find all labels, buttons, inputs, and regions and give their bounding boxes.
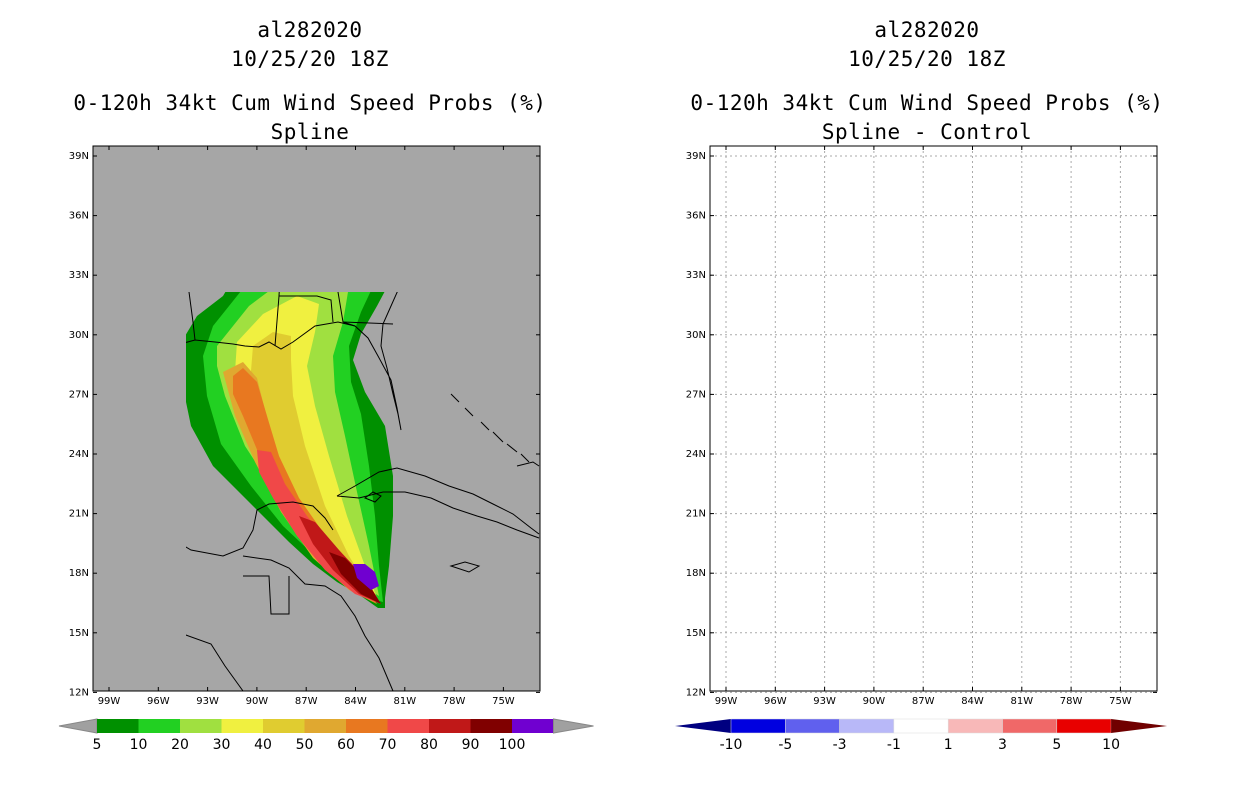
- lon-tick-label: 90W: [863, 696, 886, 707]
- colorbar-label: 40: [254, 737, 272, 753]
- colorbar-segment: [221, 719, 263, 733]
- colorbar-label: 60: [337, 737, 355, 753]
- right-axis-ticks: 39N 36N 33N 30N 27N 24N 21N 18N 15N 12N 99W 96W 93W 9…: [686, 146, 1157, 707]
- left-product-title: 0-120h 34kt Cum Wind Speed Probs (%): [73, 91, 547, 115]
- right-map-panel: 39N 36N 33N 30N 27N 24N 21N 18N 15N 12N 99W 96W 93W 9…: [686, 145, 1158, 707]
- right-subtitle: Spline - Control: [821, 120, 1033, 144]
- colorbar-segment: [1002, 718, 1058, 734]
- lat-tick-label: 12N: [69, 687, 89, 698]
- colorbar-segment: [180, 719, 222, 733]
- lon-tick-label: 78W: [1060, 696, 1083, 707]
- lat-tick-label: 33N: [69, 270, 89, 281]
- lon-tick-label: 84W: [344, 696, 367, 707]
- right-colorbar: -10 -5 -3 -1 1 3 5 10: [675, 718, 1168, 753]
- lon-tick-label: 93W: [813, 696, 836, 707]
- right-map-frame: [709, 145, 1158, 692]
- lon-tick-label: 99W: [98, 696, 121, 707]
- lat-tick-label: 18N: [69, 568, 89, 579]
- lon-tick-label: 96W: [147, 696, 170, 707]
- colorbar-label: 70: [379, 737, 397, 753]
- left-map-frame: [92, 145, 541, 692]
- lat-tick-label: 36N: [69, 211, 89, 222]
- lat-tick-label: 15N: [69, 628, 89, 639]
- colorbar-segment: [893, 718, 949, 734]
- lon-tick-label: 87W: [295, 696, 318, 707]
- colorbar-segment: [138, 719, 180, 733]
- lat-tick-label: 30N: [69, 330, 89, 341]
- left-map-panel: 39N 36N 33N 30N 27N 24N 21N 18N 15N 12N 99W 96W 93W 9…: [69, 145, 541, 707]
- right-product-title: 0-120h 34kt Cum Wind Speed Probs (%): [690, 91, 1164, 115]
- colorbar-label: 50: [296, 737, 314, 753]
- left-time: 10/25/20 18Z: [231, 47, 389, 71]
- lon-tick-label: 75W: [1109, 696, 1132, 707]
- lat-tick-label: 27N: [686, 389, 706, 400]
- colorbar-label: 10: [130, 737, 148, 753]
- left-storm-id: al282020: [257, 18, 363, 42]
- left-axis-ticks: 39N 36N 33N 30N 27N 24N 21N 18N 15N 12N 99W 96W 93W 9…: [69, 146, 540, 707]
- colorbar-end-arrow: [58, 718, 98, 734]
- lat-tick-label: 33N: [686, 270, 706, 281]
- colorbar-end-arrow: [1111, 719, 1168, 733]
- colorbar-segment: [263, 719, 305, 733]
- colorbar-label: -5: [778, 737, 792, 753]
- lat-tick-label: 12N: [686, 687, 706, 698]
- colorbar-label: 5: [1052, 737, 1061, 753]
- colorbar-label: 1: [944, 737, 953, 753]
- lon-tick-label: 90W: [246, 696, 269, 707]
- lat-tick-label: 21N: [69, 509, 89, 520]
- colorbar-label: 3: [998, 737, 1007, 753]
- left-subtitle: Spline: [270, 120, 350, 144]
- colorbar-segment: [97, 719, 139, 733]
- colorbar-segment: [1056, 718, 1112, 734]
- right-map-background: [710, 146, 1157, 691]
- lat-tick-label: 39N: [686, 151, 706, 162]
- lat-tick-label: 24N: [686, 449, 706, 460]
- colorbar-end-arrow: [553, 718, 594, 734]
- colorbar-label: -3: [833, 737, 847, 753]
- colorbar-segment: [346, 719, 388, 733]
- lon-tick-label: 84W: [961, 696, 984, 707]
- right-gridlines: [710, 146, 1157, 693]
- lat-tick-label: 18N: [686, 568, 706, 579]
- colorbar-segment: [839, 718, 895, 734]
- right-time: 10/25/20 18Z: [848, 47, 1006, 71]
- left-colorbar: 5 10 20 30 40 50 60 70 80 90 100: [58, 718, 594, 753]
- colorbar-label: 10: [1102, 737, 1120, 753]
- lat-tick-label: 30N: [686, 330, 706, 341]
- lat-tick-label: 39N: [69, 151, 89, 162]
- lon-tick-label: 81W: [393, 696, 416, 707]
- colorbar-segment: [785, 718, 840, 734]
- colorbar-end-arrow: [675, 719, 731, 733]
- colorbar-segment: [730, 718, 786, 734]
- colorbar-label: -10: [720, 737, 743, 753]
- colorbar-segment: [470, 719, 512, 733]
- colorbar-segment: [947, 718, 1003, 734]
- colorbar-segment: [387, 719, 429, 733]
- lat-tick-label: 24N: [69, 449, 89, 460]
- right-storm-id: al282020: [874, 18, 980, 42]
- lon-tick-label: 93W: [196, 696, 219, 707]
- lon-tick-label: 96W: [764, 696, 787, 707]
- colorbar-label: 100: [499, 737, 526, 753]
- lon-tick-label: 87W: [912, 696, 935, 707]
- lon-tick-label: 78W: [443, 696, 466, 707]
- colorbar-label: 90: [462, 737, 480, 753]
- lon-tick-label: 75W: [492, 696, 515, 707]
- colorbar-label: 80: [420, 737, 438, 753]
- lat-tick-label: 21N: [686, 509, 706, 520]
- lon-tick-label: 81W: [1010, 696, 1033, 707]
- lat-tick-label: 15N: [686, 628, 706, 639]
- lat-tick-label: 27N: [69, 389, 89, 400]
- colorbar-segment: [304, 719, 346, 733]
- lat-tick-label: 36N: [686, 211, 706, 222]
- colorbar-segment: [512, 719, 554, 733]
- lon-tick-label: 99W: [715, 696, 738, 707]
- colorbar-label: 20: [171, 737, 189, 753]
- colorbar-label: 5: [93, 737, 102, 753]
- colorbar-segment: [429, 719, 471, 733]
- colorbar-label: 30: [213, 737, 231, 753]
- colorbar-label: -1: [887, 737, 901, 753]
